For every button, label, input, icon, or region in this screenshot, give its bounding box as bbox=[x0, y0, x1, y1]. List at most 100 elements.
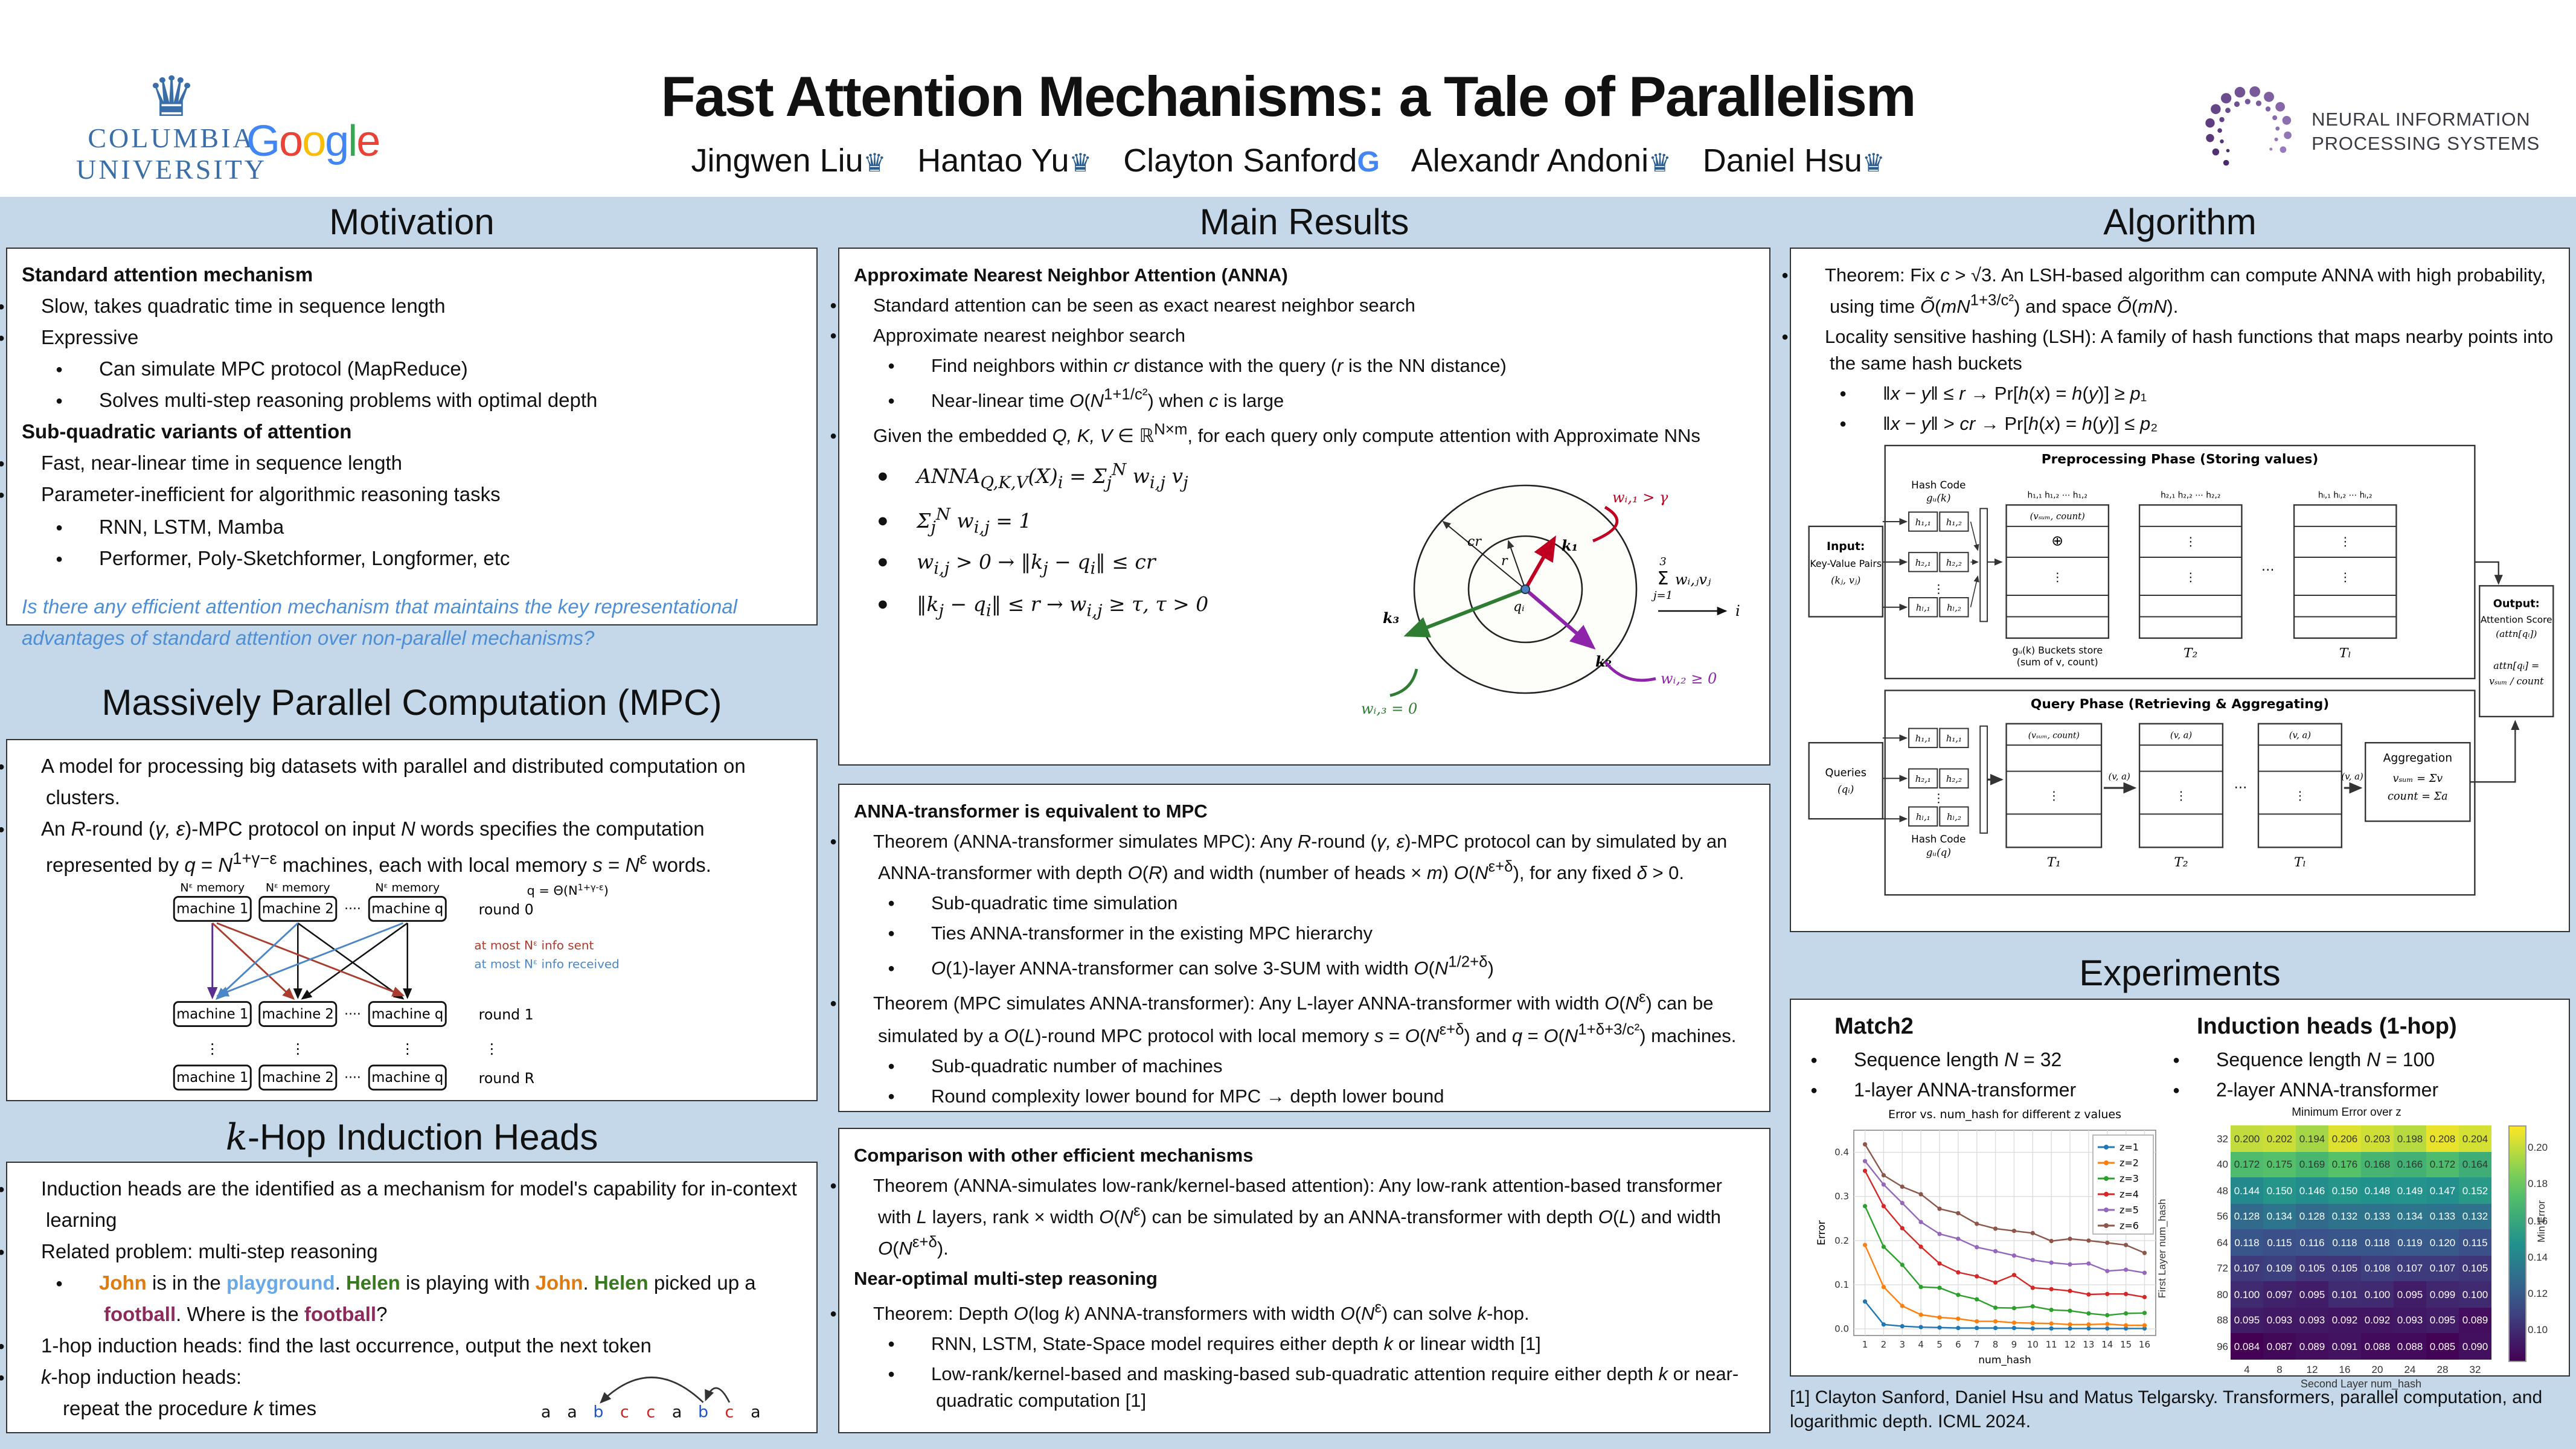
svg-text:⋮: ⋮ bbox=[2294, 789, 2306, 803]
chart-title: Error vs. num_hash for different z value… bbox=[1888, 1108, 2121, 1121]
svg-text:(v, a): (v, a) bbox=[2170, 731, 2193, 741]
svg-text:0.0: 0.0 bbox=[1834, 1323, 1849, 1334]
bullet-icon: ● bbox=[0, 330, 41, 349]
colorbar-tick: 0.16 bbox=[2528, 1214, 2548, 1227]
bullet-item: ●Slow, takes quadratic time in sequence … bbox=[0, 291, 802, 322]
heatmap-cell: 0.108 bbox=[2361, 1255, 2394, 1281]
svg-text:10: 10 bbox=[2027, 1339, 2039, 1350]
bullet-item: ● ‖x − y‖ > cr → Pr[h(x) = h(y)] ≤ p₂ bbox=[1839, 414, 2158, 435]
bullet-item: ● O(1)-layer ANNA-transformer can solve 3… bbox=[888, 953, 1494, 980]
lsh-prep-hash-cells: ⋮ h₁,₁ h₁,₂ h₂,₁ h₂,₂ hₗ,₁ hₗ,₂ bbox=[1908, 511, 1969, 618]
heatmap-cell: 0.152 bbox=[2459, 1177, 2491, 1203]
bullet-icon: ● bbox=[1839, 418, 1847, 432]
bullet-icon: ● bbox=[830, 330, 838, 343]
heatmap-cell: 0.115 bbox=[2263, 1229, 2296, 1255]
lsh-query-hash-cells: ⋮ h₁,₁ h₁,₁ h₂,₁ h₂,₂ hₗ,₁ hₗ,₂ bbox=[1908, 728, 1969, 827]
svg-text:⋮: ⋮ bbox=[1932, 582, 1944, 596]
heatmap-cell: 0.092 bbox=[2328, 1307, 2361, 1333]
heatmap-cell: 0.093 bbox=[2394, 1307, 2426, 1333]
svg-text:(vₛᵤₘ, count): (vₛᵤₘ, count) bbox=[2030, 511, 2085, 522]
svg-text:····: ···· bbox=[344, 1070, 361, 1086]
heatmap-cell: 0.097 bbox=[2263, 1281, 2296, 1307]
algorithm-items: ● Theorem: Fix c > √3. An LSH-based algor… bbox=[1781, 263, 2554, 438]
bullet-item: ●k-hop induction heads: bbox=[0, 1363, 802, 1394]
mpc-q-label: q = Θ(N1+γ-ε) bbox=[527, 883, 609, 897]
sequence-letter: a bbox=[541, 1403, 551, 1422]
svg-text:h₁,₁: h₁,₁ bbox=[1946, 734, 1962, 744]
bullet-item: ● Approximate nearest neighbor search bbox=[830, 326, 1185, 347]
bullet-icon: ● bbox=[0, 487, 41, 507]
svg-text:11: 11 bbox=[2046, 1339, 2057, 1350]
svg-text:4: 4 bbox=[1918, 1339, 1924, 1350]
sequence-letter: c bbox=[620, 1403, 629, 1422]
heatmap-cell: 0.120 bbox=[2426, 1229, 2459, 1255]
sequence-letter: c bbox=[646, 1403, 655, 1422]
svg-text:(vₛᵤₘ, count): (vₛᵤₘ, count) bbox=[2028, 731, 2080, 741]
match2-heading: Match2 bbox=[1834, 1014, 1914, 1040]
comparison-items: Comparison with other efficient mechanis… bbox=[830, 1144, 1755, 1416]
heatmap-cell: 0.091 bbox=[2328, 1333, 2361, 1359]
colorbar-label: Min Error bbox=[2535, 1200, 2547, 1243]
svg-text:h₁,₁ h₁,₂ ⋯ h₁,₂: h₁,₁ h₁,₂ ⋯ h₁,₂ bbox=[2028, 491, 2087, 501]
header: ♛ COLUMBIA UNIVERSITY Google Fast Attent… bbox=[0, 0, 2576, 197]
svg-text:h₂,₁ h₂,₂ ⋯ h₂,₂: h₂,₁ h₂,₂ ⋯ h₂,₂ bbox=[2161, 491, 2220, 501]
neurips-logo: NEURAL INFORMATION PROCESSING SYSTEMS bbox=[2193, 75, 2540, 191]
heatmap-colorbar bbox=[2508, 1125, 2526, 1361]
heatmap-cell: 0.150 bbox=[2328, 1177, 2361, 1203]
bullet-item: ● Theorem: Depth O(log k) ANNA-transforme… bbox=[830, 1298, 1530, 1325]
mpc-roundR-row: ···· machine 1 machine 2 machine q round… bbox=[173, 1064, 534, 1090]
bullet-icon: ● bbox=[830, 299, 838, 313]
heatmap-chart: Minimum Error over z 32 0.200 0.202 0.194 0.2… bbox=[2156, 1106, 2552, 1389]
svg-text:machine 1: machine 1 bbox=[176, 1006, 248, 1022]
bullet-icon: ● bbox=[0, 456, 41, 475]
bullet-item: ● RNN, LSTM, State-Space model requires e… bbox=[888, 1334, 1541, 1355]
heatmap-cell: 0.095 bbox=[2296, 1281, 2328, 1307]
columbia-crown-icon: ♛ bbox=[1648, 150, 1671, 178]
columbia-logo: ♛ COLUMBIA UNIVERSITY bbox=[63, 69, 280, 186]
bullet-item: ● Find neighbors within cr distance with … bbox=[888, 356, 1507, 377]
heatmap-cell: 0.118 bbox=[2231, 1229, 2263, 1255]
bullet-item: ● Sequence length N = 100 bbox=[2173, 1051, 2435, 1071]
nn-sum-formula: 3 Σ j=1 wᵢ,ⱼvⱼ i bbox=[1651, 556, 1740, 620]
heatmap-row-label: 88 bbox=[2217, 1314, 2228, 1326]
svg-text:T₂: T₂ bbox=[2184, 646, 2197, 661]
heatmap-cell: 0.200 bbox=[2231, 1125, 2263, 1151]
heatmap-cell: 0.084 bbox=[2231, 1333, 2263, 1359]
heatmap-cell: 0.133 bbox=[2361, 1203, 2394, 1229]
bullet-item: ● Sub-quadratic number of machines bbox=[888, 1056, 1223, 1077]
sequence-letter: c bbox=[725, 1403, 734, 1422]
heatmap-col-label: 28 bbox=[2437, 1363, 2449, 1375]
sequence-letter: a bbox=[751, 1403, 760, 1422]
induction-heading: Induction heads (1-hop) bbox=[2197, 1014, 2457, 1040]
svg-text:Hash Code: Hash Code bbox=[1911, 833, 1966, 845]
bullet-icon: ● bbox=[830, 430, 838, 444]
bullet-icon: ● bbox=[0, 1370, 41, 1389]
motivation-box: Standard attention mechanism ●Slow, takes… bbox=[0, 248, 818, 649]
svg-text:hₗ,₁: hₗ,₁ bbox=[1916, 603, 1930, 613]
legend-label: z=2 bbox=[2119, 1157, 2139, 1169]
bullet-item: ● Performer, Poly-Sketchformer, Longforme… bbox=[56, 548, 510, 570]
experiments-box: Match2 ● Sequence length N = 32 ● 1-layer A… bbox=[1790, 999, 2570, 1389]
svg-text:Output:: Output: bbox=[2493, 598, 2540, 610]
bullet-item: repeat the procedure k times bbox=[63, 1398, 317, 1421]
svg-text:T₁: T₁ bbox=[2047, 855, 2061, 870]
heatmap-cell: 0.105 bbox=[2296, 1255, 2328, 1281]
legend-label: z=5 bbox=[2119, 1204, 2139, 1216]
anna-box: Approximate Nearest Neighbor Attention (… bbox=[830, 248, 1770, 766]
bullet-icon: ● bbox=[0, 821, 41, 840]
bullet-item: ● Theorem: Fix c > √3. An LSH-based algor… bbox=[1781, 266, 2546, 318]
khop-box: ●Induction heads are the identified as a… bbox=[0, 1162, 818, 1433]
colorbar-tick: 0.12 bbox=[2528, 1287, 2548, 1300]
bullet-icon: ● bbox=[830, 836, 838, 849]
bullet-icon: ● bbox=[888, 1060, 896, 1073]
heatmap-cell: 0.128 bbox=[2231, 1203, 2263, 1229]
bullet-icon: ● bbox=[888, 395, 896, 409]
bullet-item: ● 1-layer ANNA-transformer bbox=[1810, 1081, 2077, 1102]
svg-text:machine 2: machine 2 bbox=[262, 901, 334, 916]
heatmap-cell: 0.092 bbox=[2361, 1307, 2394, 1333]
heatmap-title: Minimum Error over z bbox=[2292, 1106, 2401, 1119]
columbia-logo-line1: COLUMBIA bbox=[88, 123, 255, 153]
heatmap-cell: 0.198 bbox=[2394, 1125, 2426, 1151]
svg-text:vₛᵤₘ / count: vₛᵤₘ / count bbox=[2489, 676, 2544, 687]
svg-text:⊕: ⊕ bbox=[2051, 533, 2063, 549]
